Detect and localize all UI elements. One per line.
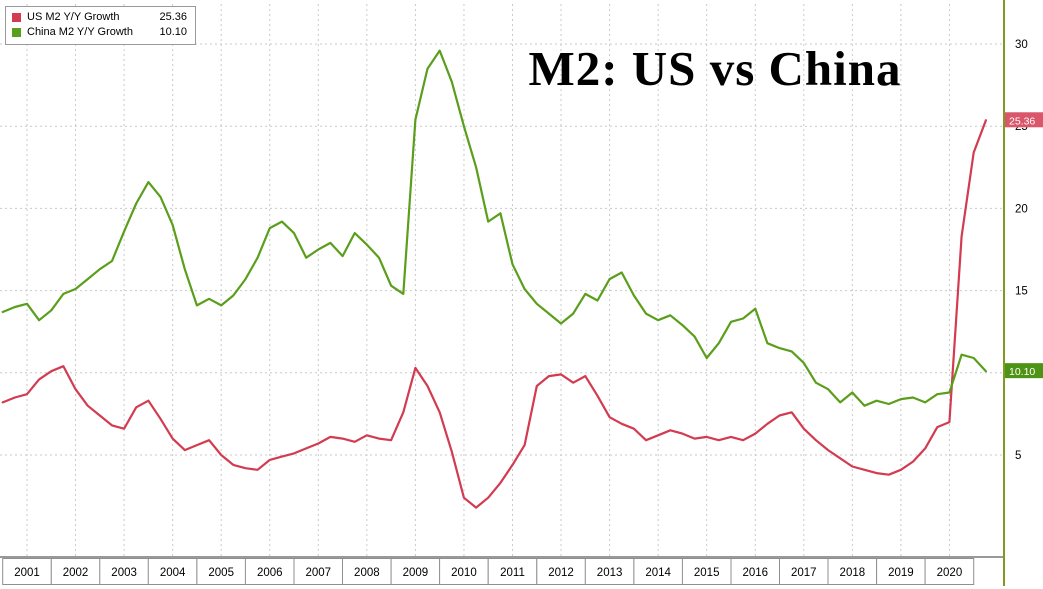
x-axis-year-label: 2014 [645, 567, 671, 579]
x-axis-year-label: 2006 [257, 567, 283, 579]
x-axis-year-cell [536, 558, 586, 585]
x-axis-year-label: 2016 [742, 567, 768, 579]
x-axis-year-cell [584, 558, 635, 585]
x-axis-year-cell [633, 558, 684, 585]
x-axis-year-label: 2012 [548, 567, 574, 579]
us-value-tag-text: 25.36 [1009, 115, 1035, 127]
x-axis-year-label: 2003 [111, 567, 137, 579]
legend-row-china: China M2 Y/Y Growth 10.10 [12, 25, 187, 40]
x-axis-year-cell [827, 558, 878, 585]
x-axis-year-label: 2008 [354, 567, 380, 579]
china-value-tag-text: 10.10 [1009, 366, 1035, 378]
x-axis-year-label: 2019 [888, 567, 914, 579]
x-axis-year-cell [147, 558, 198, 585]
x-axis-year-cell [390, 558, 441, 585]
x-axis-year-label: 2010 [451, 567, 477, 579]
x-axis-year-cell [244, 558, 295, 585]
x-axis-year-cell [876, 558, 926, 585]
x-axis-year-cell [342, 558, 392, 585]
x-axis-year-label: 2020 [937, 567, 963, 579]
china-value-tag [1005, 363, 1043, 379]
gridlines [0, 4, 1004, 557]
us-value-tag [1005, 112, 1043, 128]
y-axis-tick-label: 30 [1015, 39, 1028, 51]
legend-row-us: US M2 Y/Y Growth 25.36 [12, 10, 187, 25]
x-axis-year-label: 2009 [403, 567, 429, 579]
x-axis-year-label: 2018 [840, 567, 866, 579]
x-axis-year-label: 2004 [160, 567, 186, 579]
x-axis-labels: 2001 2002 2003 2004 2005 2006 2007 2008 2009 2010… [2, 558, 975, 585]
y-axis-tick-label: 15 [1015, 286, 1028, 298]
us-m2-line [1, 119, 988, 509]
x-axis-year-label: 2015 [694, 567, 720, 579]
x-axis-year-label: 2011 [500, 567, 525, 579]
us-series-label: US M2 Y/Y Growth [27, 11, 120, 23]
china-m2-line [1, 49, 988, 407]
x-axis-year-label: 2001 [14, 567, 40, 579]
x-axis-year-label: 2007 [306, 567, 332, 579]
y-axis-labels: 51015202530 [1015, 39, 1028, 462]
y-axis-tick-label: 20 [1015, 203, 1028, 215]
x-axis-year-cell [730, 558, 781, 585]
legend: US M2 Y/Y Growth 25.36 China M2 Y/Y Grow… [5, 6, 196, 45]
x-axis-year-cell [196, 558, 246, 585]
x-axis-year-cell [681, 558, 732, 585]
x-axis-year-cell [924, 558, 975, 585]
x-axis-year-cell [439, 558, 489, 585]
y-axis-tick-label: 5 [1015, 450, 1021, 462]
china-series-label: China M2 Y/Y Growth [27, 26, 133, 38]
china-series-swatch-icon [12, 28, 21, 37]
china-series-value: 10.10 [159, 26, 187, 38]
x-axis-year-label: 2005 [208, 567, 234, 579]
us-series-swatch-icon [12, 13, 21, 22]
x-axis-year-cell [487, 558, 538, 585]
x-axis-year-label: 2017 [791, 567, 817, 579]
x-axis-year-label: 2002 [63, 567, 89, 579]
us-series-value: 25.36 [159, 11, 187, 23]
x-axis-year-label: 2013 [597, 567, 623, 579]
